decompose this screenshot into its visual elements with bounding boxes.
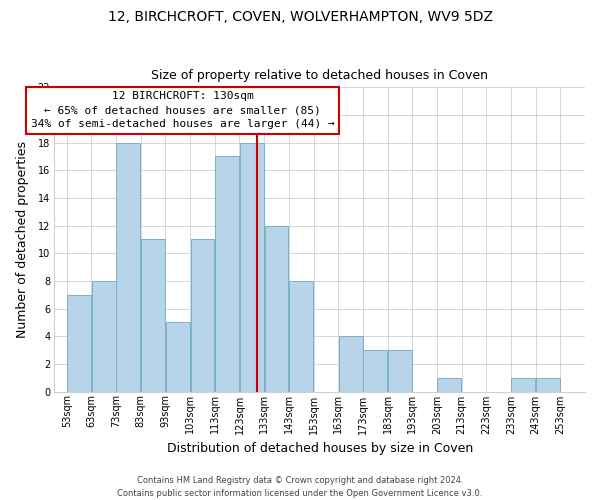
X-axis label: Distribution of detached houses by size in Coven: Distribution of detached houses by size …	[167, 442, 473, 455]
Text: 12, BIRCHCROFT, COVEN, WOLVERHAMPTON, WV9 5DZ: 12, BIRCHCROFT, COVEN, WOLVERHAMPTON, WV…	[107, 10, 493, 24]
Bar	[215, 156, 239, 392]
Bar	[92, 281, 116, 392]
Text: 12 BIRCHCROFT: 130sqm
← 65% of detached houses are smaller (85)
34% of semi-deta: 12 BIRCHCROFT: 130sqm ← 65% of detached …	[31, 92, 335, 130]
Bar	[338, 336, 362, 392]
Bar	[265, 226, 289, 392]
Bar	[240, 142, 264, 392]
Bar	[166, 322, 190, 392]
Bar	[289, 281, 313, 392]
Bar	[116, 142, 140, 392]
Bar	[67, 294, 91, 392]
Text: Contains HM Land Registry data © Crown copyright and database right 2024.
Contai: Contains HM Land Registry data © Crown c…	[118, 476, 482, 498]
Bar	[536, 378, 560, 392]
Title: Size of property relative to detached houses in Coven: Size of property relative to detached ho…	[151, 69, 488, 82]
Bar	[511, 378, 535, 392]
Bar	[141, 240, 165, 392]
Bar	[191, 240, 214, 392]
Bar	[388, 350, 412, 392]
Y-axis label: Number of detached properties: Number of detached properties	[16, 141, 29, 338]
Bar	[437, 378, 461, 392]
Bar	[363, 350, 387, 392]
